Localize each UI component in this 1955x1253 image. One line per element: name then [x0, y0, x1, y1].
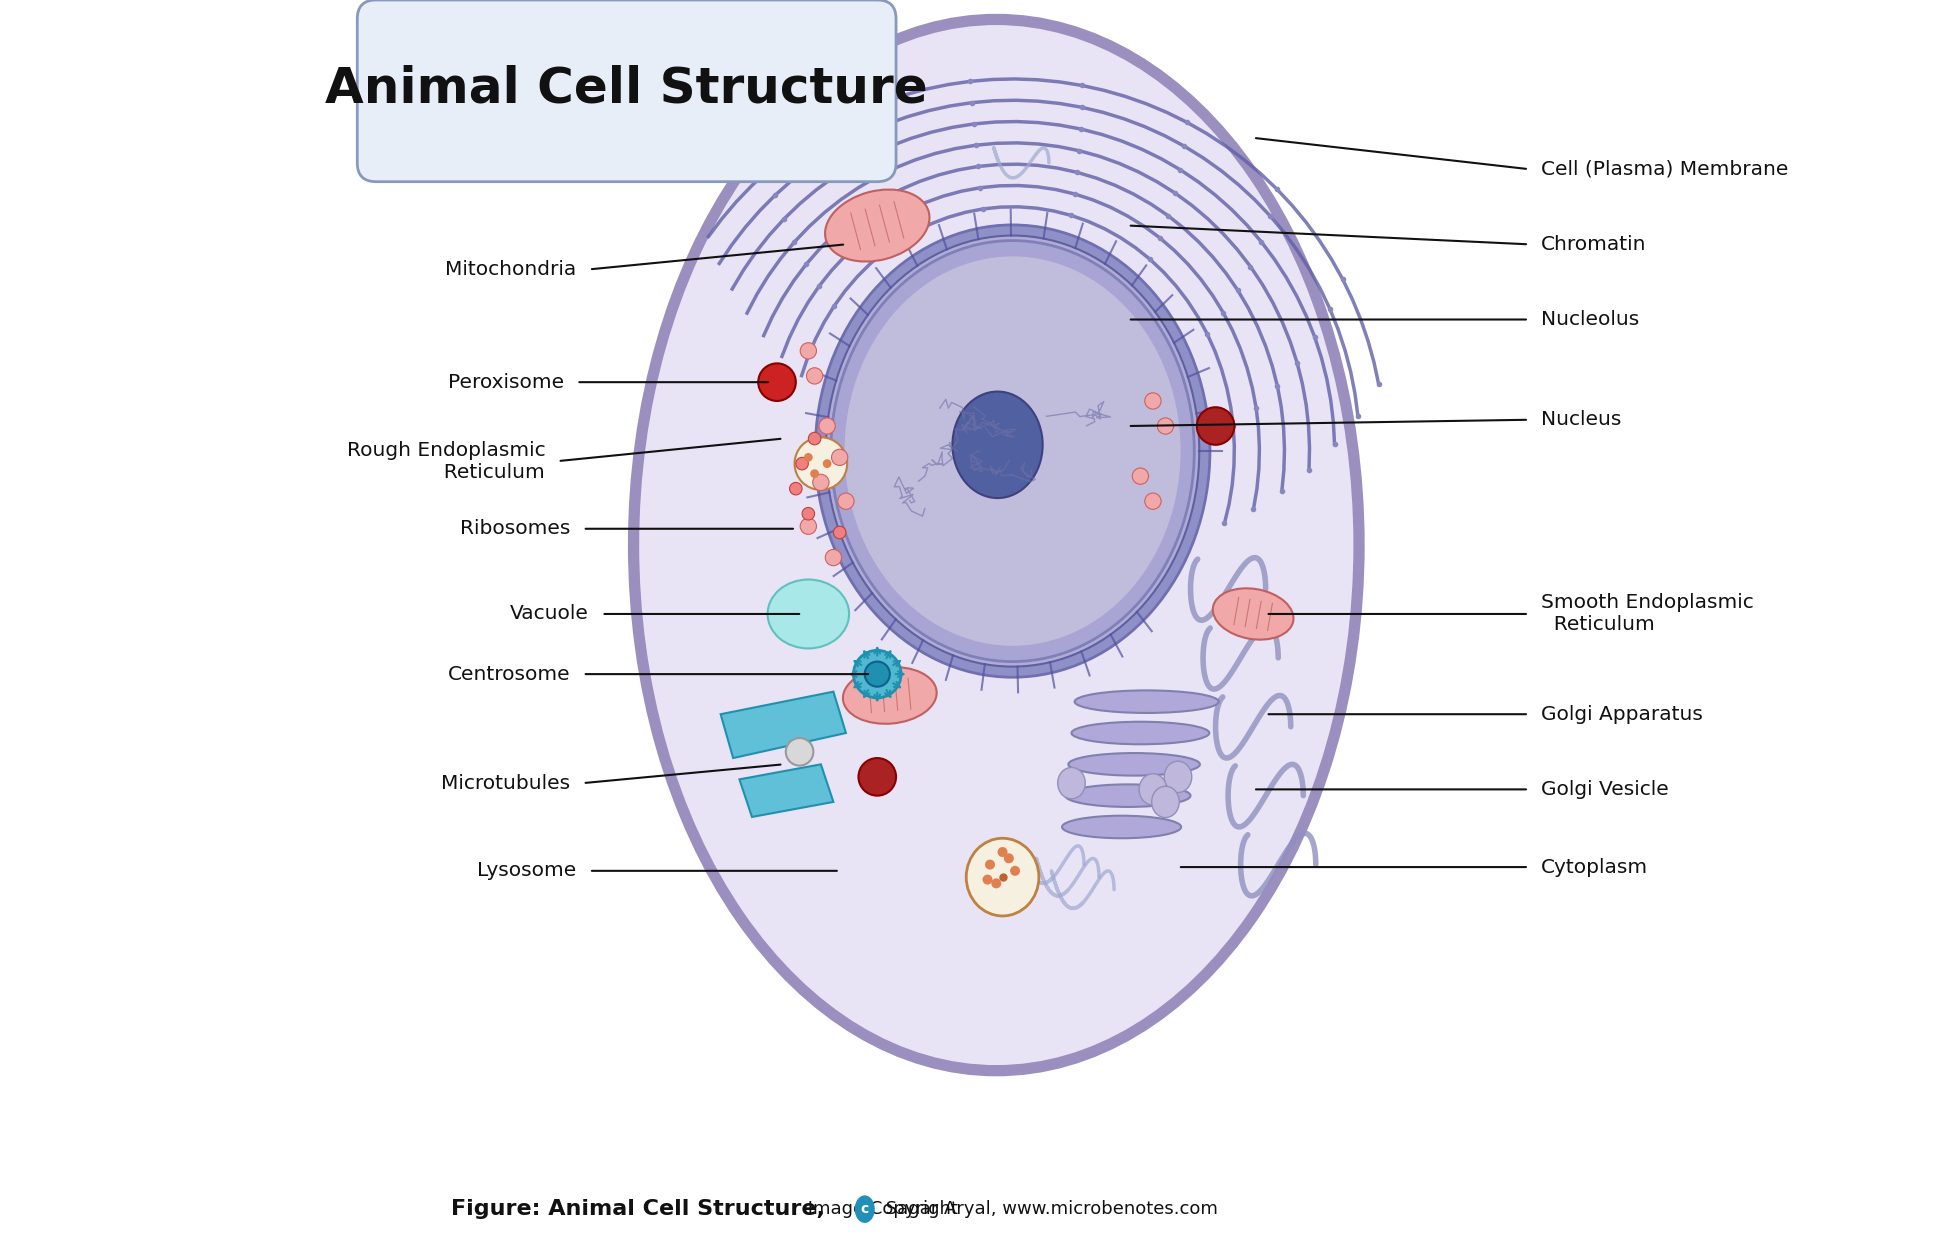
Ellipse shape [997, 847, 1007, 857]
Ellipse shape [845, 257, 1181, 645]
Ellipse shape [825, 549, 841, 566]
Text: Rough Endoplasmic
  Reticulum: Rough Endoplasmic Reticulum [346, 441, 545, 481]
Ellipse shape [843, 667, 936, 724]
Ellipse shape [807, 432, 821, 445]
Ellipse shape [800, 343, 817, 360]
Ellipse shape [1146, 393, 1161, 410]
Ellipse shape [804, 454, 813, 462]
FancyBboxPatch shape [358, 0, 895, 182]
Text: Animal Cell Structure: Animal Cell Structure [325, 65, 929, 113]
Text: Cell (Plasma) Membrane: Cell (Plasma) Membrane [1541, 159, 1789, 179]
Ellipse shape [1067, 753, 1200, 776]
Ellipse shape [807, 368, 823, 385]
Ellipse shape [800, 519, 817, 535]
Text: Lysosome: Lysosome [477, 861, 577, 881]
Ellipse shape [809, 470, 819, 479]
Ellipse shape [991, 878, 1001, 888]
Ellipse shape [1075, 690, 1218, 713]
Ellipse shape [1062, 816, 1181, 838]
Ellipse shape [639, 25, 1353, 1065]
Ellipse shape [1146, 494, 1161, 510]
Ellipse shape [1065, 784, 1191, 807]
Ellipse shape [819, 419, 835, 435]
Ellipse shape [794, 437, 847, 490]
Ellipse shape [802, 507, 815, 520]
Ellipse shape [813, 475, 829, 491]
Ellipse shape [1003, 853, 1015, 863]
Ellipse shape [858, 758, 895, 796]
Text: Cytoplasm: Cytoplasm [1541, 857, 1648, 877]
Ellipse shape [1151, 787, 1179, 818]
Text: c: c [860, 1202, 868, 1217]
Ellipse shape [1212, 589, 1294, 639]
Ellipse shape [815, 226, 1210, 678]
Text: Mitochondria: Mitochondria [446, 259, 577, 279]
Ellipse shape [1058, 767, 1085, 799]
Ellipse shape [864, 662, 890, 687]
Polygon shape [739, 764, 833, 817]
Ellipse shape [759, 363, 796, 401]
Ellipse shape [823, 460, 831, 469]
Text: Smooth Endoplasmic
  Reticulum: Smooth Endoplasmic Reticulum [1541, 594, 1754, 634]
Text: Nucleolus: Nucleolus [1541, 309, 1640, 330]
Ellipse shape [796, 457, 807, 470]
Text: Chromatin: Chromatin [1541, 234, 1646, 254]
Ellipse shape [1071, 722, 1210, 744]
Ellipse shape [839, 494, 854, 510]
Ellipse shape [983, 875, 993, 885]
Ellipse shape [1196, 407, 1234, 445]
Ellipse shape [833, 526, 847, 539]
Text: Peroxisome: Peroxisome [448, 372, 563, 392]
Ellipse shape [628, 14, 1365, 1076]
Ellipse shape [825, 236, 1198, 667]
Ellipse shape [786, 738, 813, 766]
Ellipse shape [790, 482, 802, 495]
Ellipse shape [854, 1195, 874, 1223]
Ellipse shape [854, 650, 901, 698]
Ellipse shape [831, 241, 1195, 662]
Ellipse shape [952, 392, 1042, 499]
Ellipse shape [1140, 773, 1167, 806]
Ellipse shape [1132, 469, 1148, 485]
Ellipse shape [768, 580, 848, 649]
Text: Centrosome: Centrosome [448, 664, 571, 684]
Text: Image Copyright: Image Copyright [802, 1200, 964, 1218]
Text: Golgi Vesicle: Golgi Vesicle [1541, 779, 1670, 799]
Ellipse shape [1163, 762, 1193, 793]
Text: Sagar Aryal, www.microbenotes.com: Sagar Aryal, www.microbenotes.com [880, 1200, 1218, 1218]
Ellipse shape [825, 189, 929, 262]
Ellipse shape [1011, 866, 1021, 876]
Text: Nucleus: Nucleus [1541, 410, 1623, 430]
Text: Golgi Apparatus: Golgi Apparatus [1541, 704, 1703, 724]
Ellipse shape [966, 838, 1038, 916]
Polygon shape [721, 692, 847, 758]
Text: Microtubules: Microtubules [442, 773, 571, 793]
Text: Figure: Animal Cell Structure,: Figure: Animal Cell Structure, [452, 1199, 825, 1219]
Ellipse shape [1157, 419, 1173, 435]
Text: Vacuole: Vacuole [510, 604, 588, 624]
Text: Ribosomes: Ribosomes [459, 519, 571, 539]
Ellipse shape [985, 860, 995, 870]
Ellipse shape [831, 450, 848, 466]
